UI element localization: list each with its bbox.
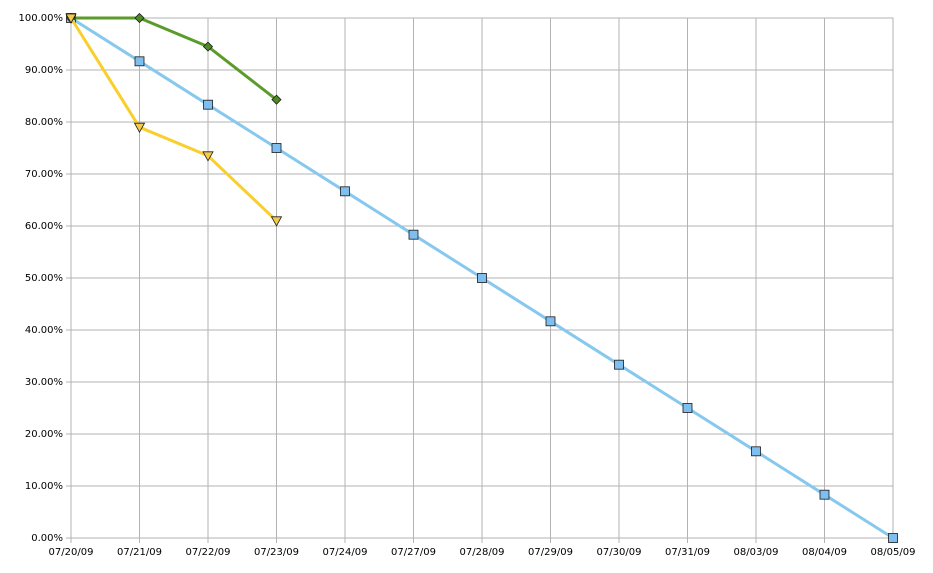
y-tick-label: 100.00% <box>19 13 64 24</box>
x-tick-label: 07/20/09 <box>49 547 94 558</box>
x-tick-label: 07/28/09 <box>460 547 505 558</box>
y-tick-label: 0.00% <box>31 533 63 544</box>
x-tick-label: 07/21/09 <box>117 547 162 558</box>
marker <box>133 122 146 134</box>
marker <box>202 151 214 162</box>
x-tick-label: 07/30/09 <box>597 547 642 558</box>
x-tick-label: 08/03/09 <box>734 547 779 558</box>
x-tick-label: 07/29/09 <box>528 547 573 558</box>
marker <box>888 533 898 543</box>
marker <box>271 143 282 153</box>
marker <box>545 316 556 327</box>
marker <box>271 94 282 105</box>
series-line <box>71 16 278 101</box>
marker <box>270 216 283 227</box>
x-tick-label: 07/27/09 <box>391 547 436 558</box>
x-tick-label: 07/22/09 <box>186 547 231 558</box>
y-tick-label: 70.00% <box>25 169 63 180</box>
x-tick-label: 07/24/09 <box>323 547 368 558</box>
marker <box>408 229 419 240</box>
marker <box>134 56 145 67</box>
x-tick-label: 07/23/09 <box>254 547 299 558</box>
marker <box>340 186 350 197</box>
y-tick-label: 30.00% <box>25 377 63 388</box>
y-tick-label: 20.00% <box>25 429 63 440</box>
y-tick-label: 40.00% <box>25 325 63 336</box>
x-tick-label: 08/04/09 <box>802 547 847 558</box>
marker <box>477 273 487 283</box>
marker <box>65 13 77 24</box>
marker <box>203 99 213 110</box>
marker <box>202 41 214 52</box>
y-tick-label: 10.00% <box>25 481 63 492</box>
marker <box>682 403 693 413</box>
marker <box>751 446 761 457</box>
marker <box>614 359 624 370</box>
y-tick-label: 90.00% <box>25 65 63 76</box>
series-line <box>69 17 278 222</box>
marker <box>134 12 145 24</box>
x-tick-label: 08/05/09 <box>871 547 916 558</box>
marker <box>819 489 830 500</box>
y-tick-label: 80.00% <box>25 117 63 128</box>
y-tick-label: 50.00% <box>25 273 63 284</box>
x-tick-label: 07/31/09 <box>665 547 710 558</box>
y-tick-label: 60.00% <box>25 221 63 232</box>
